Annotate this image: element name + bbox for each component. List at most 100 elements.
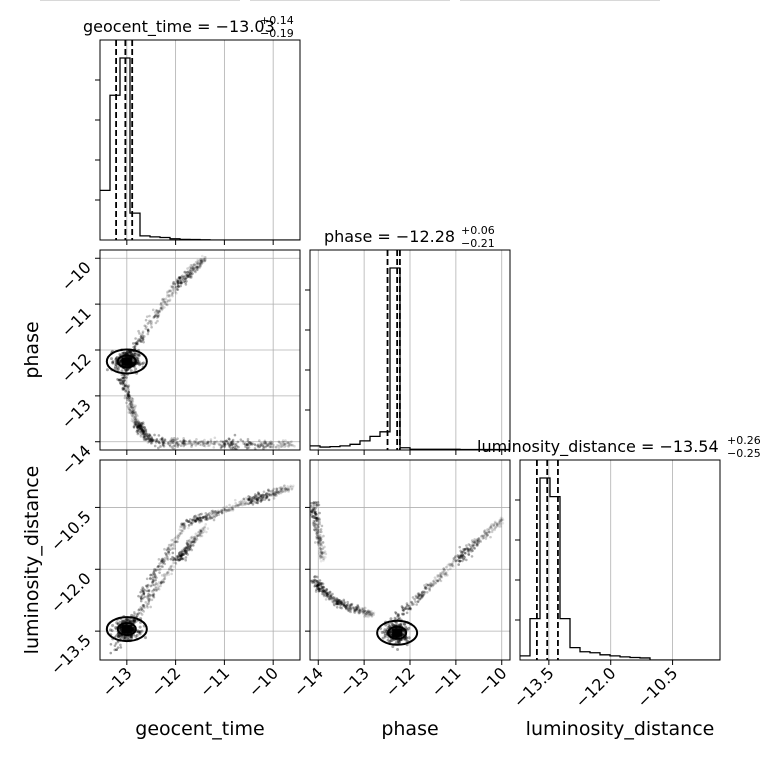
scatter-point-741 xyxy=(271,491,275,495)
scatter-point-202 xyxy=(182,277,185,281)
scatter-point-466 xyxy=(129,405,132,409)
scatter-point-816 xyxy=(383,633,387,637)
scatter-point-816 xyxy=(118,626,122,630)
scatter-point-353 xyxy=(129,404,133,407)
scatter-point-445 xyxy=(187,526,190,530)
scatter-point-255 xyxy=(177,281,180,285)
scatter-point-571 xyxy=(475,542,479,545)
scatter-point-390 xyxy=(121,376,125,380)
scatter-point-164 xyxy=(196,531,200,534)
scatter-point-208 xyxy=(335,605,339,609)
scatter-point-442 xyxy=(133,413,136,417)
scatter-point-113 xyxy=(319,582,322,585)
scatter-point-706 xyxy=(310,512,314,515)
scatter-point-593 xyxy=(484,537,488,541)
scatter-point-803 xyxy=(269,443,273,446)
scatter-point-634 xyxy=(141,425,145,429)
scatter-point-709 xyxy=(317,540,320,543)
scatter-point-571 xyxy=(180,523,184,527)
scatter-point-498 xyxy=(147,437,150,441)
scatter-point-892 xyxy=(250,443,254,446)
scatter-point-950 xyxy=(242,442,246,445)
scatter-point-91 xyxy=(152,592,155,595)
scatter-point-966 xyxy=(396,623,400,627)
scatter-point-648 xyxy=(250,500,254,504)
scatter-point-368 xyxy=(133,408,136,412)
scatter-point-870 xyxy=(133,619,137,623)
scatter-point-182 xyxy=(184,281,187,284)
scatter-point-890 xyxy=(225,439,228,442)
scatter-point-185 xyxy=(190,272,194,276)
scatter-point-46 xyxy=(148,319,151,323)
scatter-point-29 xyxy=(142,335,146,338)
scatter-point-507 xyxy=(137,420,141,424)
scatter-point-1179 xyxy=(129,369,133,373)
scatter-point-230 xyxy=(198,262,202,266)
scatter-point-575 xyxy=(239,503,243,506)
scatter-point-637 xyxy=(231,508,235,512)
scatter-point-39 xyxy=(167,567,171,570)
scatter-point-118 xyxy=(139,339,143,343)
scatter-point-148 xyxy=(129,350,132,354)
scatter-point-335 xyxy=(148,577,152,581)
scatter-point-91 xyxy=(328,593,331,596)
scatter-point-944 xyxy=(270,441,274,444)
scatter-point-469 xyxy=(127,393,131,397)
scatter-point-1090 xyxy=(128,350,132,354)
contour-inner xyxy=(387,625,408,640)
scatter-point-541 xyxy=(201,516,205,520)
scatter-point-67 xyxy=(113,644,117,647)
scatter-point-169 xyxy=(335,602,339,606)
scatter-point-1209 xyxy=(115,356,119,360)
scatter-point-783 xyxy=(313,510,316,514)
scatter-point-305 xyxy=(195,261,199,265)
scatter-point-738 xyxy=(168,443,171,447)
scatter-point-576 xyxy=(149,439,152,443)
scatter-point-217 xyxy=(365,610,368,613)
scatter-point-297 xyxy=(171,285,174,288)
scatter-point-587 xyxy=(493,527,496,530)
scatter-point-525 xyxy=(242,503,246,506)
scatter-point-471 xyxy=(146,586,149,589)
scatter-point-368 xyxy=(419,596,423,599)
scatter-point-44 xyxy=(163,577,166,581)
scatter-point-630 xyxy=(135,424,139,428)
scatter-point-422 xyxy=(147,589,151,592)
scatter-point-798 xyxy=(322,559,325,562)
scatter-point-567 xyxy=(144,438,148,442)
scatter-point-403 xyxy=(118,381,122,384)
scatter-point-859 xyxy=(266,442,270,446)
scatter-point-245 xyxy=(177,285,181,288)
scatter-point-181 xyxy=(198,266,201,270)
scatter-point-94 xyxy=(159,307,163,311)
scatter-point-635 xyxy=(458,554,462,558)
scatter-point-323 xyxy=(164,552,168,555)
scatter-point-822 xyxy=(246,443,249,446)
scatter-point-371 xyxy=(130,412,133,416)
scatter-point-373 xyxy=(164,553,168,557)
scatter-point-1004 xyxy=(132,627,136,631)
scatter-point-11 xyxy=(147,329,150,333)
scatter-point-570 xyxy=(472,543,476,547)
scatter-point-538 xyxy=(211,516,214,520)
scatter-point-218 xyxy=(199,530,203,533)
scatter-point-244 xyxy=(199,528,202,532)
scatter-point-125 xyxy=(154,313,158,317)
scatter-point-843 xyxy=(119,627,123,631)
scatter-point-580 xyxy=(182,523,185,526)
scatter-geocent-lumdist-frame xyxy=(99,459,301,661)
scatter-point-759 xyxy=(221,444,225,448)
scatter-point-545 xyxy=(240,499,243,503)
scatter-point-112 xyxy=(163,301,167,304)
scatter-point-262 xyxy=(191,540,195,544)
scatter-point-92 xyxy=(165,303,169,306)
scatter-point-646 xyxy=(320,544,324,548)
scatter-point-841 xyxy=(249,442,252,446)
scatter-point-422 xyxy=(423,590,426,594)
scatter-point-706 xyxy=(259,500,263,503)
scatter-point-589 xyxy=(477,538,480,541)
scatter-point-1136 xyxy=(111,360,115,364)
scatter-point-518 xyxy=(496,522,499,525)
scatter-point-18 xyxy=(140,336,144,340)
scatter-point-89 xyxy=(336,599,340,602)
